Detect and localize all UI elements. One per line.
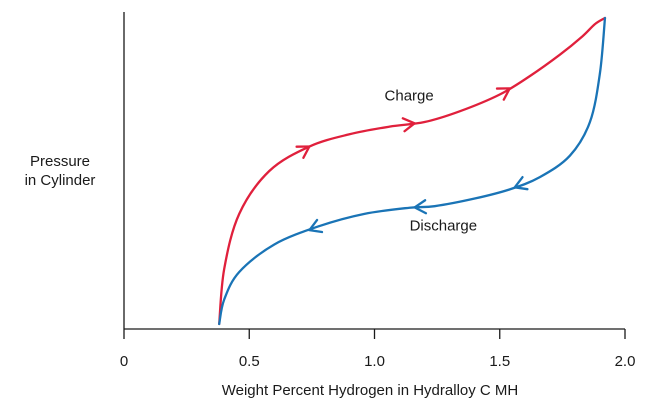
direction-arrows — [295, 87, 529, 234]
series-group — [218, 16, 607, 326]
curve-label-discharge: Discharge — [410, 218, 478, 235]
x-axis-title: Weight Percent Hydrogen in Hydralloy C M… — [222, 382, 519, 399]
curve-label-charge: Charge — [385, 88, 434, 105]
y-axis-title-line-1: Pressure — [30, 153, 90, 170]
curve-labels: Charge Discharge — [385, 88, 478, 235]
series-line-discharge — [218, 16, 607, 326]
direction-arrow-discharge — [413, 199, 428, 215]
series-line-charge — [218, 16, 607, 326]
direction-arrow-discharge — [308, 218, 324, 234]
x-axis-ticks: 0 0.5 1.0 1.5 2.0 — [120, 329, 636, 370]
x-tick-label: 1.0 — [364, 353, 385, 370]
direction-arrow-charge — [495, 87, 511, 101]
x-tick-label: 0 — [120, 353, 128, 370]
direction-arrow-charge — [295, 145, 311, 159]
direction-arrow-discharge — [513, 176, 529, 191]
x-axis: 0 0.5 1.0 1.5 2.0 Weight Percent Hydrogen in… — [120, 328, 636, 399]
x-tick-label: 1.5 — [489, 353, 510, 370]
direction-arrow-charge — [401, 117, 416, 133]
y-axis-title-line-2: in Cylinder — [25, 172, 96, 189]
x-tick-label: 0.5 — [239, 353, 260, 370]
x-tick-label: 2.0 — [615, 353, 636, 370]
y-axis-title: Pressure in Cylinder — [25, 153, 96, 189]
